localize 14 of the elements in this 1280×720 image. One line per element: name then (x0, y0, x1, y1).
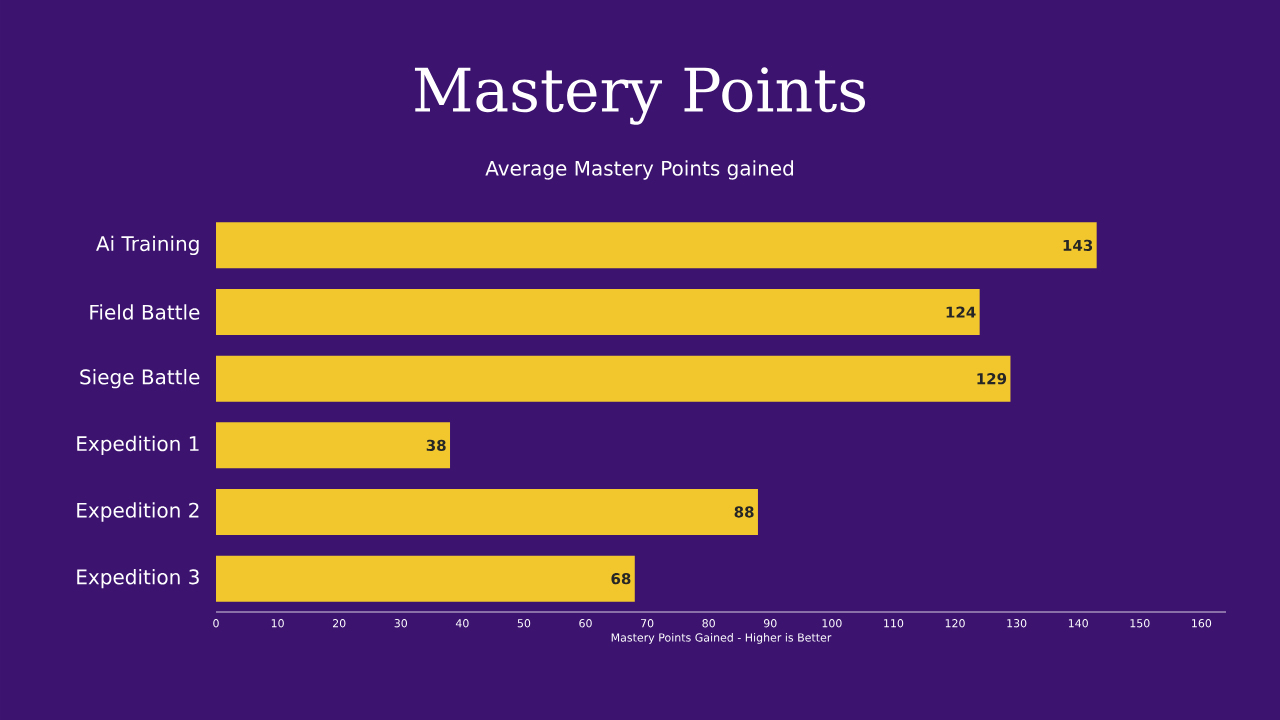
y-tick-label: Ai Training (96, 235, 199, 256)
y-tick-label: Expedition 3 (77, 568, 199, 589)
bar (216, 489, 758, 536)
bar (216, 289, 980, 336)
chart-title: Mastery Points (414, 67, 866, 125)
y-tick-label: Expedition 2 (77, 502, 199, 522)
bar (216, 422, 451, 469)
bar (216, 355, 1011, 402)
y-tick-label: Field Battle (90, 304, 200, 320)
bar (216, 555, 635, 602)
y-tick-label: Expedition 1 (77, 435, 199, 456)
y-tick-label: Siege Battle (80, 368, 200, 389)
chart-subtitle: Average Mastery Points gained (485, 160, 794, 180)
bar (216, 222, 1097, 269)
